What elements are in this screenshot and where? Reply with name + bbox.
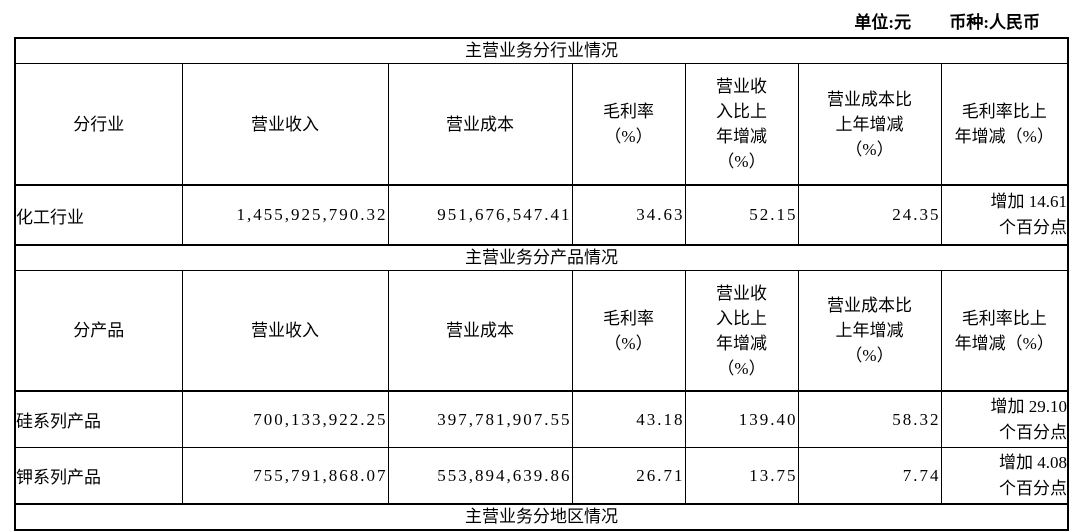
- column-header-cost: 营业成本: [387, 63, 573, 186]
- margin-change-value: 增加 29.10 个百分点: [940, 390, 1069, 448]
- main-business-table: 主营业务分行业情况 分行业 营业收入 营业成本 毛利率 （%） 营业收 入比上 …: [14, 37, 1070, 531]
- table-row-chemical-industry: 化工行业 1,455,925,790.32 951,676,547.41 34.…: [14, 184, 1069, 246]
- gross-margin-value: 26.71: [571, 447, 686, 505]
- column-header-gross-margin: 毛利率 （%）: [571, 63, 686, 186]
- cost-value: 951,676,547.41: [387, 184, 573, 246]
- currency-label: 币种:人民币: [949, 13, 1040, 32]
- column-header-cost-change: 营业成本比 上年增减 （%）: [797, 270, 942, 392]
- industry-header-row: 分行业 营业收入 营业成本 毛利率 （%） 营业收 入比上 年增减 （%） 营业…: [14, 63, 1069, 186]
- column-header-revenue: 营业收入: [181, 270, 389, 392]
- cost-change-value: 58.32: [797, 390, 942, 448]
- column-header-gross-margin: 毛利率 （%）: [571, 270, 686, 392]
- region-section-title-row: 主营业务分地区情况: [14, 503, 1069, 531]
- industry-section-title-row: 主营业务分行业情况: [14, 37, 1069, 64]
- column-header-revenue-change: 营业收 入比上 年增减 （%）: [684, 63, 799, 186]
- cost-change-value: 7.74: [797, 447, 942, 505]
- column-header-revenue-change: 营业收 入比上 年增减 （%）: [684, 270, 799, 392]
- revenue-value: 1,455,925,790.32: [181, 184, 389, 246]
- revenue-change-value: 52.15: [684, 184, 799, 246]
- revenue-change-value: 13.75: [684, 447, 799, 505]
- row-name: 硅系列产品: [14, 390, 183, 448]
- gross-margin-value: 43.18: [571, 390, 686, 448]
- column-header-margin-change: 毛利率比上 年增减（%）: [940, 63, 1069, 186]
- product-header-row: 分产品 营业收入 营业成本 毛利率 （%） 营业收 入比上 年增减 （%） 营业…: [14, 270, 1069, 392]
- margin-change-value: 增加 14.61 个百分点: [940, 184, 1069, 246]
- region-section-title: 主营业务分地区情况: [14, 503, 1069, 531]
- table-row-potassium-products: 钾系列产品 755,791,868.07 553,894,639.86 26.7…: [14, 447, 1069, 505]
- industry-section-title: 主营业务分行业情况: [14, 37, 1069, 64]
- column-header-cost: 营业成本: [387, 270, 573, 392]
- page-header: 单位:元 币种:人民币: [0, 8, 1040, 33]
- row-name: 化工行业: [14, 184, 183, 246]
- report-page: { "page": { "unit_label": "单位:元", "curre…: [0, 8, 1070, 531]
- column-header-revenue: 营业收入: [181, 63, 389, 186]
- revenue-change-value: 139.40: [684, 390, 799, 448]
- column-header-margin-change: 毛利率比上 年增减（%）: [940, 270, 1069, 392]
- gross-margin-value: 34.63: [571, 184, 686, 246]
- cost-value: 553,894,639.86: [387, 447, 573, 505]
- margin-change-value: 增加 4.08 个百分点: [940, 447, 1069, 505]
- product-section-title: 主营业务分产品情况: [14, 244, 1069, 271]
- revenue-value: 700,133,922.25: [181, 390, 389, 448]
- column-header-industry: 分行业: [14, 63, 183, 186]
- product-section-title-row: 主营业务分产品情况: [14, 244, 1069, 271]
- unit-label: 单位:元: [854, 13, 912, 32]
- column-header-product: 分产品: [14, 270, 183, 392]
- cost-value: 397,781,907.55: [387, 390, 573, 448]
- table-row-silicon-products: 硅系列产品 700,133,922.25 397,781,907.55 43.1…: [14, 390, 1069, 448]
- revenue-value: 755,791,868.07: [181, 447, 389, 505]
- cost-change-value: 24.35: [797, 184, 942, 246]
- row-name: 钾系列产品: [14, 447, 183, 505]
- column-header-cost-change: 营业成本比 上年增减 （%）: [797, 63, 942, 186]
